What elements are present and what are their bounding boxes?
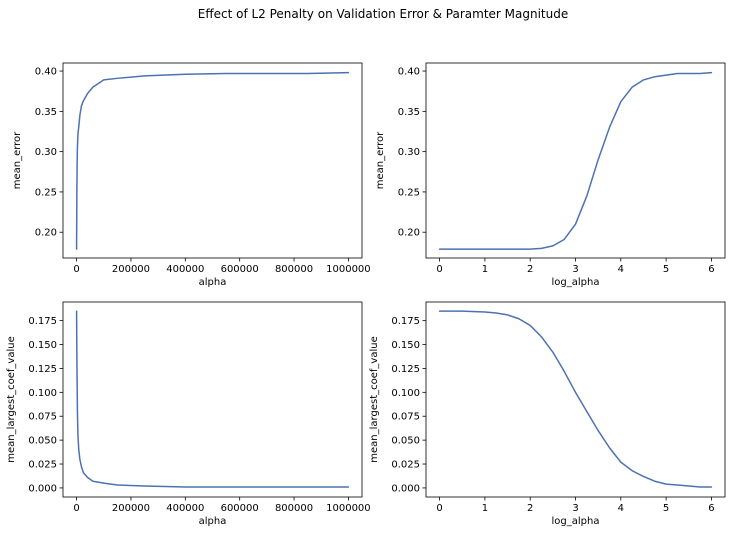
x-tick-label: 0 <box>73 503 79 514</box>
x-tick-label: 200000 <box>112 264 150 275</box>
series-line-0 <box>438 71 713 250</box>
y-tick-label: 0.175 <box>28 316 57 327</box>
y-axis-label: mean_error <box>375 131 386 189</box>
x-tick-label: 400000 <box>166 503 204 514</box>
x-tick-label: 3 <box>572 503 578 514</box>
y-tick-label: 0.150 <box>391 340 420 351</box>
y-tick-label: 0.050 <box>28 436 57 447</box>
x-tick-label: 3 <box>572 264 578 275</box>
y-tick-label: 0.20 <box>35 228 57 239</box>
y-tick-label: 0.175 <box>391 316 420 327</box>
y-tick-label: 0.150 <box>28 340 57 351</box>
subplot-alpha-vs-mean-error: 0 200000 400000 600000 800000 1000000 0.20 0.25… <box>12 62 371 288</box>
subplot-log-alpha-vs-mean-error: 0 1 2 3 4 5 6 0.20 0.25 0.30 0.35 0.40 log_alpha mean… <box>375 62 726 288</box>
x-tick-label: 0 <box>436 264 442 275</box>
x-tick-label: 1 <box>482 503 488 514</box>
x-tick-label: 800000 <box>275 264 313 275</box>
axes-frame <box>62 62 363 259</box>
y-tick-label: 0.075 <box>391 412 420 423</box>
x-tick-label: 6 <box>708 503 714 514</box>
x-tick-label: 200000 <box>112 503 150 514</box>
x-axis-label: log_alpha <box>552 516 600 527</box>
x-tick-label: 1000000 <box>326 264 371 275</box>
x-tick-label: 6 <box>708 264 714 275</box>
x-tick-label: 5 <box>663 264 669 275</box>
y-tick-label: 0.40 <box>35 67 57 78</box>
x-tick-label: 2 <box>527 264 533 275</box>
subplot-log-alpha-vs-mean-largest-coef-value: 0 1 2 3 4 5 6 0.000 0.025 0.050 0.075 0.100 0.125 0.1… <box>369 301 726 527</box>
y-tick-label: 0.125 <box>391 364 420 375</box>
x-tick-label: 800000 <box>275 503 313 514</box>
y-tick-label: 0.40 <box>398 67 420 78</box>
x-tick-label: 5 <box>663 503 669 514</box>
y-tick-label: 0.30 <box>35 147 57 158</box>
series-line-0 <box>75 310 350 488</box>
figure-suptitle: Effect of L2 Penalty on Validation Error… <box>198 7 568 21</box>
x-axis-label: log_alpha <box>552 277 600 288</box>
x-tick-label: 600000 <box>221 264 259 275</box>
x-tick-label: 1 <box>482 264 488 275</box>
y-tick-label: 0.050 <box>391 436 420 447</box>
y-tick-label: 0.20 <box>398 228 420 239</box>
y-tick-label: 0.025 <box>28 460 57 471</box>
y-tick-label: 0.25 <box>35 187 57 198</box>
x-tick-label: 0 <box>436 503 442 514</box>
x-tick-label: 2 <box>527 503 533 514</box>
y-axis-label: mean_largest_coef_value <box>6 336 17 462</box>
x-tick-label: 4 <box>618 264 624 275</box>
subplot-alpha-vs-mean-largest-coef-value: 0 200000 400000 600000 800000 1000000 0.000 0.0… <box>6 301 371 527</box>
y-tick-label: 0.25 <box>398 187 420 198</box>
y-tick-label: 0.100 <box>28 388 57 399</box>
series-line-0 <box>75 71 350 250</box>
y-tick-label: 0.075 <box>28 412 57 423</box>
y-tick-label: 0.30 <box>398 147 420 158</box>
x-tick-label: 600000 <box>221 503 259 514</box>
y-tick-label: 0.35 <box>398 107 420 118</box>
axes-frame <box>62 301 363 498</box>
y-tick-label: 0.025 <box>391 460 420 471</box>
y-tick-label: 0.100 <box>391 388 420 399</box>
x-tick-label: 400000 <box>166 264 204 275</box>
series-line-0 <box>438 310 713 488</box>
x-tick-label: 1000000 <box>326 503 371 514</box>
y-tick-label: 0.125 <box>28 364 57 375</box>
y-tick-label: 0.000 <box>28 483 57 494</box>
x-tick-label: 4 <box>618 503 624 514</box>
x-axis-label: alpha <box>199 516 227 527</box>
y-tick-label: 0.35 <box>35 107 57 118</box>
y-axis-label: mean_error <box>12 131 23 189</box>
y-tick-label: 0.000 <box>391 483 420 494</box>
x-axis-label: alpha <box>199 277 227 288</box>
y-axis-label: mean_largest_coef_value <box>369 336 380 462</box>
x-tick-label: 0 <box>73 264 79 275</box>
